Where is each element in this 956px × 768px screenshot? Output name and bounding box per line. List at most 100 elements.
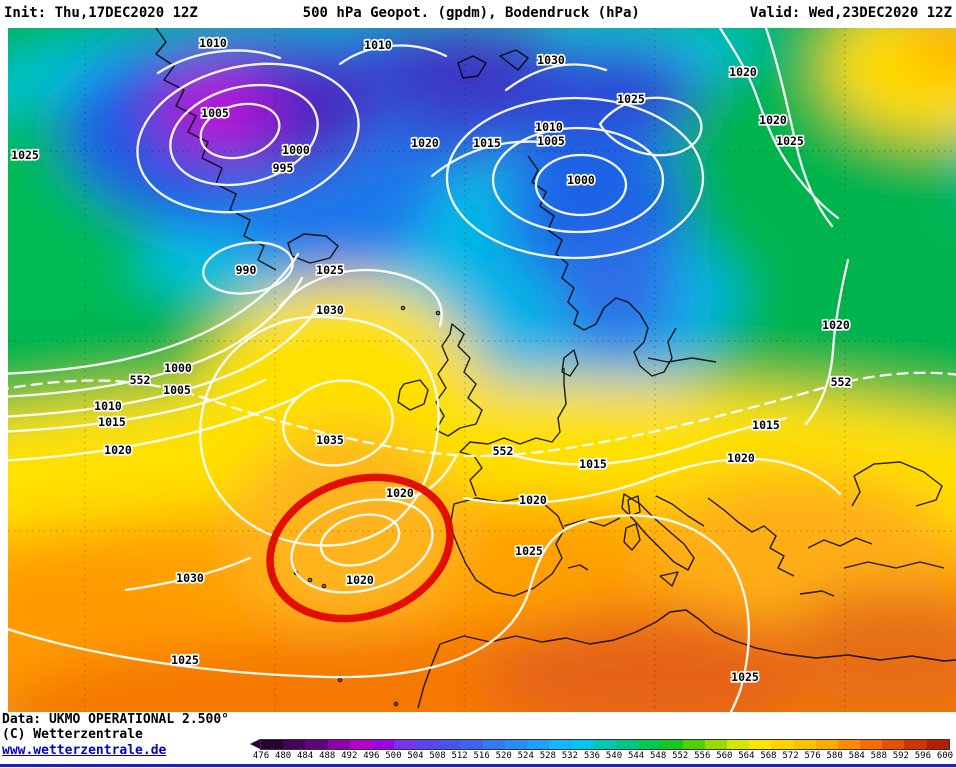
colorbar-tick: 556 bbox=[694, 751, 711, 761]
colorbar-tick-labels: 476 480 484 488 492 496 500 504 508 512 516 520 524 5… bbox=[250, 751, 956, 761]
colorbar-segment bbox=[460, 740, 483, 749]
colorbar-segment bbox=[749, 740, 772, 749]
contour-label: 1015 bbox=[752, 418, 780, 432]
coastlines bbox=[155, 28, 956, 709]
contour-label: 1010 bbox=[535, 120, 563, 134]
colorbar-tick: 580 bbox=[826, 751, 843, 761]
colorbar-segment bbox=[660, 740, 683, 749]
contour-label: 1020 bbox=[759, 113, 787, 127]
contour-label: 1020 bbox=[104, 443, 132, 457]
colorbar-segment bbox=[593, 740, 616, 749]
colorbar-segment bbox=[682, 740, 705, 749]
contour-label: 1020 bbox=[519, 493, 547, 507]
contour-label: 1025 bbox=[316, 263, 344, 277]
contour-label: 1010 bbox=[364, 38, 392, 52]
contour-label: 1025 bbox=[11, 148, 39, 162]
colorbar-tick: 572 bbox=[782, 751, 799, 761]
colorbar-tick: 588 bbox=[870, 751, 887, 761]
contour-label: 1020 bbox=[822, 318, 850, 332]
contour-label: 1010 bbox=[199, 36, 227, 50]
colorbar-tick: 540 bbox=[605, 751, 623, 761]
colorbar-tick: 480 bbox=[274, 751, 292, 761]
colorbar-tick: 532 bbox=[561, 751, 579, 761]
colorbar-segment bbox=[837, 740, 861, 749]
contour-label: 1025 bbox=[617, 92, 645, 106]
colorbar-tick: 600 bbox=[936, 751, 954, 761]
colorbar-left-arrow bbox=[250, 739, 260, 749]
contour-label: 1010 bbox=[94, 399, 122, 413]
colorbar-segment bbox=[616, 740, 639, 749]
footer-data-source: Data: UKMO OPERATIONAL 2.500° bbox=[2, 712, 229, 727]
contour-label: 1020 bbox=[727, 451, 755, 465]
contour-label: 1030 bbox=[537, 53, 565, 67]
colorbar-tick: 496 bbox=[363, 751, 380, 761]
colorbar-segment bbox=[882, 740, 905, 749]
contour-label: 1025 bbox=[515, 544, 543, 558]
colorbar-segment bbox=[926, 740, 949, 749]
isobar-lines bbox=[8, 28, 956, 712]
contour-label: 1005 bbox=[537, 134, 565, 148]
colorbar-segment bbox=[438, 740, 461, 749]
contour-label: 552 bbox=[130, 373, 151, 387]
contour-label: 1030 bbox=[316, 303, 344, 317]
contour-label: 1020 bbox=[346, 573, 374, 587]
contour-label: 1035 bbox=[316, 433, 344, 447]
colorbar-tick: 536 bbox=[583, 751, 601, 761]
contour-label: 995 bbox=[273, 161, 294, 175]
footer-copyright: (C) Wetterzentrale bbox=[2, 727, 143, 742]
weather-map: 1010 1010 1030 1020 1025 1005 1010 1020 1025 1020… bbox=[8, 28, 956, 712]
colorbar-segment bbox=[704, 740, 727, 749]
colorbar-tick: 520 bbox=[495, 751, 512, 761]
colorbar-tick: 552 bbox=[672, 751, 689, 761]
colorbar-tick: 584 bbox=[848, 751, 865, 761]
colorbar-tick: 512 bbox=[451, 751, 468, 761]
contour-label: 1015 bbox=[98, 415, 126, 429]
contour-label: 1000 bbox=[282, 143, 310, 157]
colorbar-segment bbox=[549, 740, 572, 749]
highlight-ellipse-annotation bbox=[266, 473, 454, 623]
contour-label: 990 bbox=[236, 263, 257, 277]
colorbar-tick: 560 bbox=[716, 751, 733, 761]
contour-label: 1020 bbox=[386, 486, 414, 500]
colorbar-segment bbox=[771, 740, 794, 749]
colorbar-tick: 576 bbox=[804, 751, 821, 761]
footer-website-link[interactable]: www.wetterzentrale.de bbox=[2, 743, 167, 758]
colorbar-tick: 524 bbox=[517, 751, 534, 761]
contour-label: 1025 bbox=[171, 653, 199, 667]
contour-label: 1025 bbox=[776, 134, 804, 148]
colorbar-segment bbox=[904, 740, 927, 749]
contour-label: 1015 bbox=[473, 136, 501, 150]
colorbar-segment bbox=[283, 740, 306, 749]
colorbar-tick: 504 bbox=[407, 751, 424, 761]
colorbar-segment bbox=[371, 740, 395, 749]
colorbar-segment bbox=[349, 740, 372, 749]
colorbar-segment bbox=[505, 740, 528, 749]
contour-label: 1000 bbox=[567, 173, 595, 187]
colorbar-tick: 516 bbox=[473, 751, 490, 761]
contour-label: 1030 bbox=[176, 571, 204, 585]
contour-label: 1020 bbox=[411, 136, 439, 150]
colorbar-tick: 492 bbox=[341, 751, 358, 761]
colorbar-segment bbox=[815, 740, 838, 749]
contour-label: 1025 bbox=[731, 670, 759, 684]
contour-label: 552 bbox=[831, 375, 852, 389]
colorbar-tick: 488 bbox=[319, 751, 336, 761]
colorbar-tick: 484 bbox=[297, 751, 314, 761]
colorbar-tick: 596 bbox=[914, 751, 932, 761]
colorbar-segment bbox=[793, 740, 816, 749]
colorbar-tick: 508 bbox=[429, 751, 446, 761]
colorbar-tick: 544 bbox=[627, 751, 645, 761]
contour-label: 1000 bbox=[164, 361, 192, 375]
init-time-label: Init: Thu,17DEC2020 12Z bbox=[4, 5, 198, 21]
colorbar-tick: 476 bbox=[252, 751, 270, 761]
colorbar-tick: 568 bbox=[760, 751, 777, 761]
colorbar-segment bbox=[327, 740, 350, 749]
colorbar-segment bbox=[482, 740, 506, 749]
map-title: 500 hPa Geopot. (gpdm), Bodendruck (hPa) bbox=[302, 5, 640, 21]
colorbar-tick: 548 bbox=[650, 751, 667, 761]
contour-label: 1005 bbox=[201, 106, 229, 120]
colorbar-segment bbox=[860, 740, 883, 749]
colorbar-tick: 564 bbox=[738, 751, 755, 761]
colorbar-segment bbox=[416, 740, 439, 749]
